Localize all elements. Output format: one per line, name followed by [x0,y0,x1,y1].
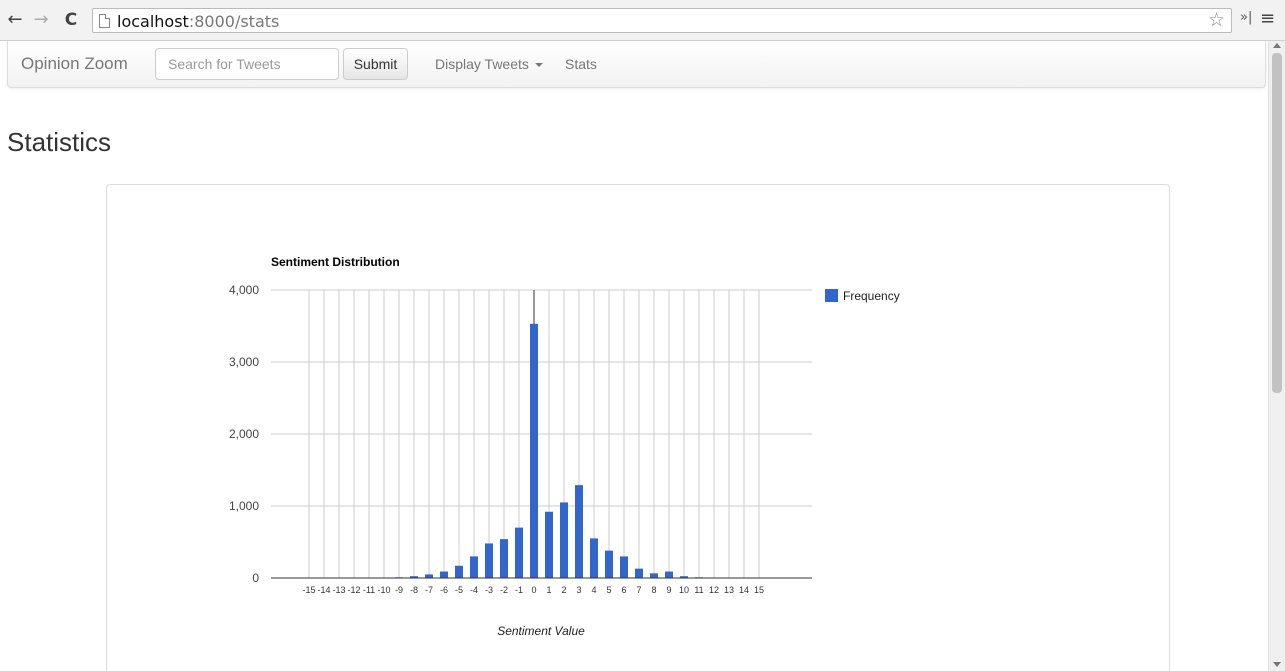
submit-button[interactable]: Submit [343,48,408,80]
bar[interactable] [665,571,673,578]
forward-icon[interactable]: → [33,9,49,30]
x-tick-label: -3 [485,585,493,595]
search-input[interactable] [155,48,339,80]
bar[interactable] [470,556,478,578]
y-tick-label: 4,000 [229,283,259,297]
bar[interactable] [605,550,613,578]
bar[interactable] [575,485,583,578]
y-tick-label: 2,000 [229,427,259,441]
url-host: localhost [117,12,189,31]
x-tick-label: -4 [470,585,478,595]
bar[interactable] [560,502,568,578]
x-tick-label: 4 [591,585,596,595]
url-text[interactable]: localhost:8000/stats [117,12,279,31]
legend-label: Frequency [843,289,900,303]
navbar: Opinion Zoom Submit Display Tweets Stats [7,41,1266,88]
legend-swatch [825,289,838,302]
x-tick-label: 2 [561,585,566,595]
bar[interactable] [650,573,658,578]
x-tick-label: 3 [576,585,581,595]
bar[interactable] [485,543,493,578]
x-tick-label: 0 [531,585,536,595]
bar[interactable] [635,568,643,578]
x-tick-label: 12 [709,585,719,595]
y-tick-label: 1,000 [229,499,259,513]
x-tick-label: 9 [666,585,671,595]
page-title: Statistics [7,127,112,157]
caret-down-icon [534,63,543,68]
x-axis-label: Sentiment Value [497,624,585,638]
x-tick-label: -9 [395,585,403,595]
y-tick-label: 0 [252,571,259,585]
x-tick-label: -11 [363,585,375,595]
scroll-up-icon[interactable] [1273,43,1281,48]
x-tick-label: -13 [332,585,345,595]
bookmark-star-icon[interactable]: ☆ [1207,9,1225,31]
x-tick-label: 11 [694,585,703,595]
x-tick-label: -2 [500,585,508,595]
x-tick-label: 14 [739,585,749,595]
bar[interactable] [515,527,523,578]
browser-menu-icon[interactable]: ≡ [1260,8,1276,29]
back-icon[interactable]: ← [7,9,23,30]
x-tick-label: -7 [425,585,433,595]
x-tick-label: -12 [347,585,360,595]
bar[interactable] [500,539,508,578]
x-tick-label: 8 [651,585,656,595]
brand-link[interactable]: Opinion Zoom [21,54,128,73]
x-tick-label: -1 [515,585,523,595]
bar[interactable] [530,323,538,578]
display-tweets-label: Display Tweets [435,56,529,72]
x-tick-label: -8 [410,585,418,595]
reload-icon[interactable]: C [64,10,78,30]
chart-panel: Sentiment Distribution Sentiment Value 0… [106,184,1170,671]
x-tick-label: -6 [440,585,448,595]
x-tick-label: 1 [546,585,551,595]
scroll-down-icon[interactable] [1273,662,1281,667]
x-tick-label: 15 [754,585,764,595]
x-tick-label: -14 [317,585,330,595]
scroll-thumb[interactable] [1272,53,1282,393]
page-icon [99,14,110,28]
bar[interactable] [425,574,433,578]
address-bar[interactable]: localhost:8000/stats ☆ [92,8,1232,33]
bar[interactable] [620,556,628,578]
y-tick-label: 3,000 [229,355,259,369]
bar[interactable] [440,571,448,578]
url-path: :8000/stats [188,12,280,31]
x-tick-label: 10 [679,585,689,595]
x-tick-label: 13 [724,585,734,595]
extensions-overflow-icon[interactable]: »| [1240,10,1253,25]
x-tick-label: -15 [302,585,315,595]
bar[interactable] [590,538,598,578]
bar[interactable] [680,576,688,578]
x-tick-label: 6 [621,585,626,595]
chart-title: Sentiment Distribution [271,255,400,269]
sentiment-chart: Sentiment Distribution Sentiment Value 0… [229,255,900,638]
x-tick-label: -10 [377,585,390,595]
page-scrollbar[interactable] [1268,41,1285,671]
x-tick-label: -5 [455,585,463,595]
x-tick-label: 7 [636,585,641,595]
browser-toolbar: ← → C localhost:8000/stats ☆ »| ≡ [0,0,1285,41]
bar[interactable] [545,511,553,578]
bar[interactable] [410,576,418,578]
stats-link[interactable]: Stats [565,56,597,72]
x-tick-label: 5 [606,585,611,595]
bar[interactable] [455,565,463,578]
display-tweets-dropdown[interactable]: Display Tweets [435,56,543,72]
